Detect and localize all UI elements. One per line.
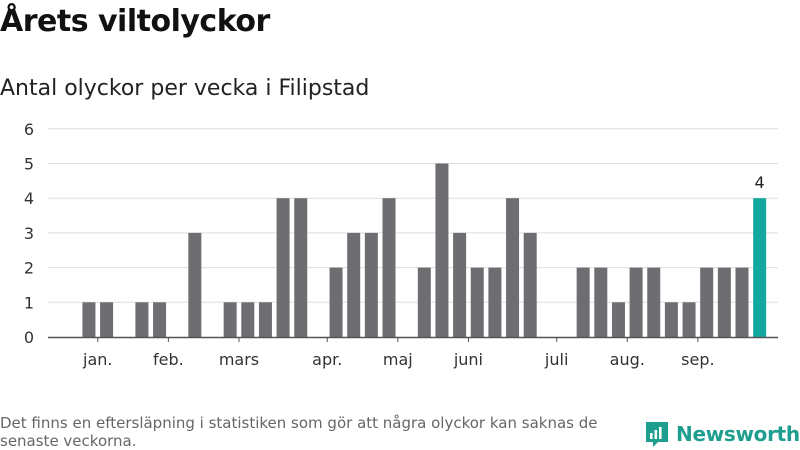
bar [223,302,237,337]
x-axis-labels: jan. feb. mars apr. maj juni juli aug. sep. [82,337,715,369]
bar [188,232,202,337]
bar [611,302,625,337]
newsworthy-logo-icon [646,422,668,447]
bar [700,267,714,337]
bar-chart: 0 1 2 3 4 5 6 jan. feb. mars apr. maj juni juli aug. s… [24,120,778,369]
chart-title: Årets viltolyckor [0,4,270,39]
y-axis-ticks: 0 1 2 3 4 5 6 [24,120,34,347]
bar [382,198,396,337]
bar [100,302,114,337]
newsworthy-logo[interactable]: Newsworthy [644,419,800,449]
bar [506,198,520,337]
bar [241,302,255,337]
y-tick-label: 3 [24,224,34,243]
x-tick-label: juli [544,350,568,369]
bar [629,267,643,337]
bar [364,232,378,337]
bar [417,267,431,337]
bar [523,232,537,337]
bar [82,302,96,337]
bar [647,267,661,337]
y-tick-label: 5 [24,155,34,174]
bar [135,302,149,337]
chart-subtitle: Antal olyckor per vecka i Filipstad [0,76,370,101]
bar [717,267,731,337]
bar [682,302,696,337]
y-tick-label: 0 [24,328,34,347]
footnote: Det finns en eftersläpning i statistiken… [0,414,598,450]
bar [435,163,449,337]
y-tick-label: 4 [24,189,34,208]
x-tick-label: apr. [312,350,342,369]
bar [329,267,343,337]
y-tick-label: 1 [24,293,34,312]
bar [258,302,272,337]
y-tick-label: 6 [24,120,34,139]
x-tick-label: juni [453,350,483,369]
bars [82,163,767,337]
annotations: 4 [755,173,765,192]
x-tick-label: maj [383,350,413,369]
bar [470,267,484,337]
brand-name: Newsworthy [676,422,800,446]
grid-lines [48,128,778,303]
bar [735,267,749,337]
bar [664,302,678,337]
x-tick-label: mars [219,350,259,369]
bar-highlight [753,198,767,337]
x-tick-label: feb. [153,350,184,369]
bar [453,232,467,337]
bar [276,198,290,337]
bar [347,232,361,337]
y-tick-label: 2 [24,259,34,278]
data-label: 4 [755,173,765,192]
x-tick-label: aug. [610,350,645,369]
bar [294,198,308,337]
bar [488,267,502,337]
x-tick-label: jan. [82,350,112,369]
bar [594,267,608,337]
bar [153,302,167,337]
x-tick-label: sep. [681,350,714,369]
bar [576,267,590,337]
